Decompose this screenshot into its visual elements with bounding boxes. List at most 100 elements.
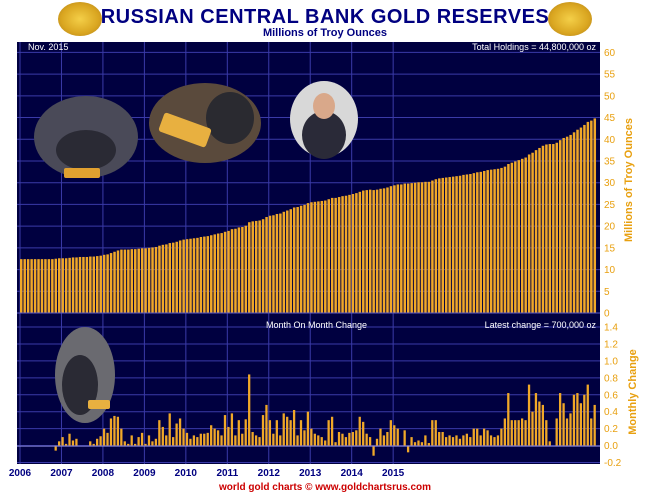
y-tick-label: -0.2 bbox=[604, 458, 622, 469]
holdings-bar bbox=[210, 235, 213, 313]
change-bar bbox=[593, 404, 596, 446]
change-bar bbox=[272, 433, 275, 446]
change-bar bbox=[517, 420, 520, 446]
holdings-bar bbox=[182, 239, 185, 313]
change-bar bbox=[496, 435, 500, 446]
holdings-bar bbox=[172, 242, 175, 313]
y-axis-bottom-label: Monthly Change bbox=[627, 349, 639, 435]
change-bar bbox=[189, 438, 192, 446]
change-bar bbox=[210, 425, 213, 446]
change-bar bbox=[500, 428, 503, 446]
change-bar bbox=[206, 432, 209, 446]
holdings-bar bbox=[583, 124, 586, 314]
change-bar bbox=[337, 432, 341, 446]
holdings-bar bbox=[579, 127, 583, 313]
holdings-bar bbox=[272, 215, 275, 313]
change-bar bbox=[144, 443, 147, 446]
holdings-bar bbox=[92, 256, 96, 313]
change-bar bbox=[351, 432, 354, 446]
change-bar bbox=[572, 394, 576, 446]
holdings-bar bbox=[438, 178, 441, 313]
gold-bar-2 bbox=[158, 112, 212, 148]
holdings-bar bbox=[192, 238, 196, 313]
photo-figures-1 bbox=[56, 130, 116, 170]
change-bar bbox=[396, 428, 399, 446]
x-tick-label: 2010 bbox=[175, 468, 198, 479]
holdings-bar bbox=[213, 234, 216, 313]
change-bar bbox=[451, 437, 455, 446]
change-bar bbox=[365, 433, 368, 446]
total-holdings-annotation: Total Holdings = 44,800,000 oz bbox=[472, 42, 596, 52]
change-bar bbox=[320, 437, 323, 446]
holdings-bar bbox=[223, 231, 227, 313]
holdings-bar bbox=[586, 121, 590, 313]
change-bar bbox=[410, 437, 413, 446]
holdings-bar bbox=[548, 144, 552, 313]
change-bar bbox=[296, 435, 299, 446]
holdings-bar bbox=[562, 137, 565, 313]
change-bar bbox=[244, 419, 247, 446]
change-bar bbox=[109, 418, 113, 446]
change-bar bbox=[579, 403, 582, 446]
holdings-bar bbox=[375, 189, 379, 313]
holdings-bar bbox=[37, 259, 40, 313]
holdings-bar bbox=[431, 180, 434, 313]
y-tick-label: 0.2 bbox=[604, 424, 618, 435]
holdings-bar bbox=[154, 246, 158, 313]
change-bar bbox=[258, 437, 261, 446]
change-bar bbox=[344, 437, 348, 446]
change-bar bbox=[527, 384, 531, 446]
holdings-bar bbox=[500, 167, 503, 313]
change-bar bbox=[137, 437, 140, 446]
holdings-bar bbox=[403, 183, 406, 313]
change-bar bbox=[482, 428, 486, 446]
x-tick-label: 2006 bbox=[9, 468, 32, 479]
change-bar bbox=[586, 384, 589, 446]
holdings-bar bbox=[134, 249, 137, 313]
x-tick-label: 2014 bbox=[341, 468, 364, 479]
holdings-bar bbox=[310, 202, 313, 313]
change-bar bbox=[54, 445, 57, 451]
holdings-bar bbox=[469, 174, 472, 313]
change-bar bbox=[182, 428, 185, 446]
change-bar bbox=[524, 420, 527, 446]
holdings-bar bbox=[292, 207, 296, 313]
holdings-bar bbox=[268, 215, 272, 313]
holdings-bar bbox=[324, 200, 327, 313]
coat-of-arms-right-icon bbox=[548, 2, 592, 36]
holdings-bar bbox=[413, 182, 417, 313]
change-bar bbox=[334, 442, 337, 446]
change-bar bbox=[192, 435, 196, 446]
holdings-bar bbox=[109, 253, 113, 313]
holdings-bar bbox=[382, 188, 386, 313]
y-tick-label: 1.4 bbox=[604, 323, 618, 334]
mom-title: Month On Month Change bbox=[266, 320, 367, 330]
holdings-bar bbox=[334, 197, 337, 313]
change-bar bbox=[175, 423, 178, 446]
holdings-bar bbox=[541, 145, 545, 313]
holdings-bar bbox=[234, 228, 237, 313]
holdings-bar bbox=[424, 181, 427, 313]
change-bar bbox=[510, 420, 513, 446]
y-tick-label: 0.6 bbox=[604, 390, 618, 401]
change-bar bbox=[348, 432, 351, 446]
holdings-bar bbox=[330, 197, 334, 313]
holdings-bar bbox=[165, 244, 168, 313]
change-bar bbox=[168, 413, 171, 446]
holdings-bar bbox=[102, 254, 106, 313]
change-bar bbox=[292, 409, 296, 446]
change-bar bbox=[127, 443, 130, 446]
holdings-bar bbox=[507, 164, 510, 313]
holdings-bar bbox=[472, 173, 476, 313]
y-axis-top-ticks: 0 5 10 15 20 25 30 35 40 45 50 55 60 bbox=[604, 48, 616, 320]
change-bar bbox=[178, 418, 182, 446]
holdings-bar bbox=[196, 237, 199, 313]
change-bar bbox=[444, 437, 448, 446]
holdings-bar bbox=[47, 259, 51, 313]
change-bar bbox=[465, 433, 468, 446]
holdings-bar bbox=[451, 176, 455, 313]
change-bar bbox=[161, 426, 164, 446]
change-bar bbox=[227, 426, 230, 446]
change-bar bbox=[462, 435, 465, 446]
